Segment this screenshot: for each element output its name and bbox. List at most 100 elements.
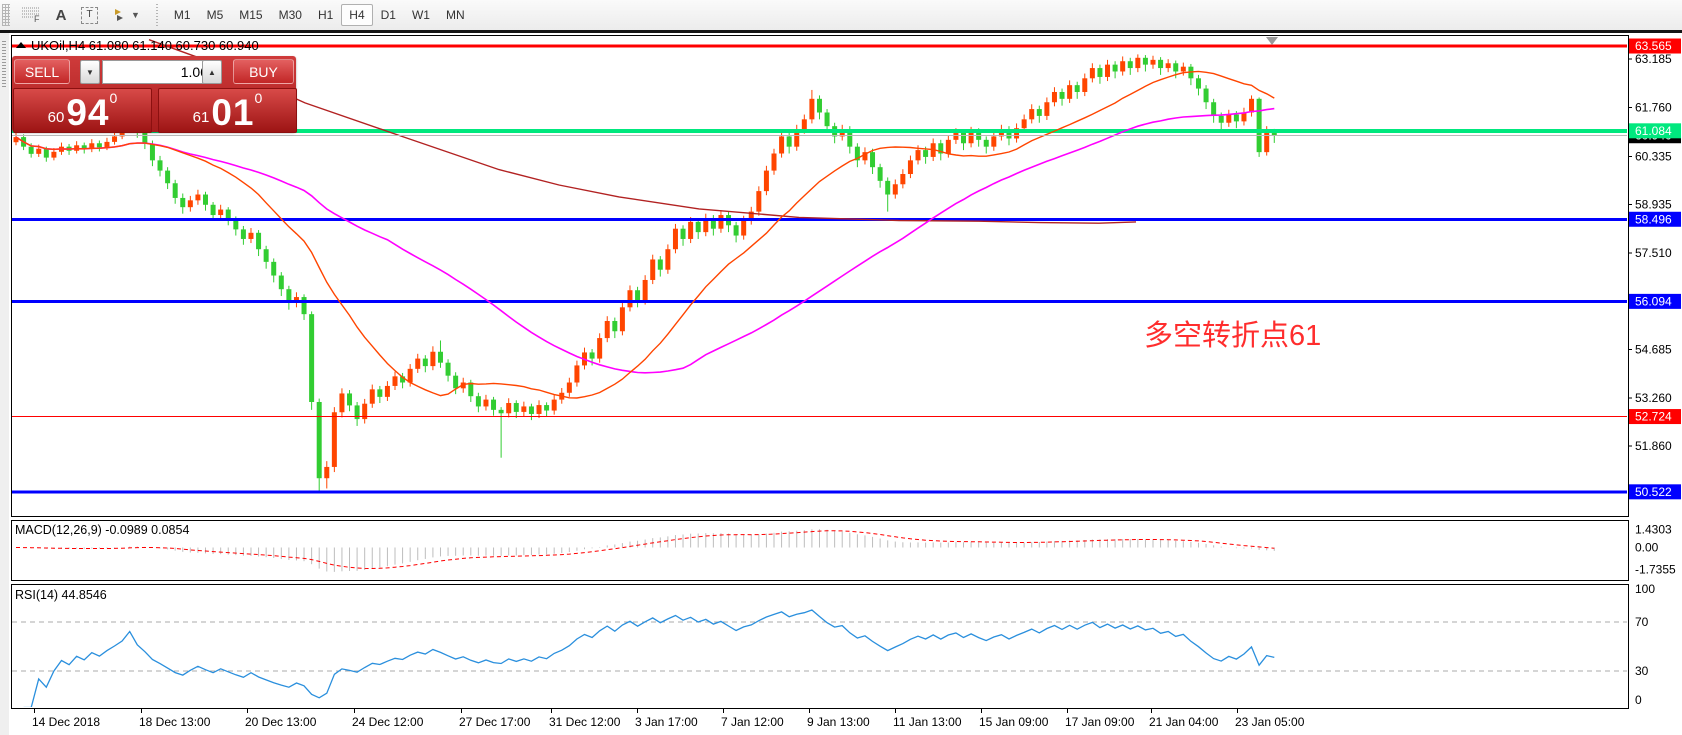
candle (81, 145, 87, 150)
candle (1218, 115, 1224, 123)
candle (301, 297, 307, 315)
candle (1021, 119, 1027, 129)
candle (248, 232, 254, 239)
candle (407, 368, 413, 383)
price-axis-label: 63.185 (1635, 52, 1672, 66)
text-box-tool-button[interactable]: T (75, 3, 104, 27)
price-axis-label: 58.935 (1635, 197, 1672, 211)
candle (627, 290, 633, 308)
candle (218, 209, 224, 216)
candle (604, 320, 610, 339)
candle (877, 167, 883, 181)
timeframe-d1-button[interactable]: D1 (373, 4, 404, 26)
slow-ma-line (148, 39, 1137, 224)
candle (43, 148, 49, 158)
timeframe-m5-button[interactable]: M5 (199, 4, 232, 26)
candle (104, 141, 110, 148)
candle (824, 112, 830, 127)
date-axis-label: 18 Dec 13:00 (139, 715, 211, 729)
text-label-tool-button[interactable]: A (49, 3, 73, 27)
candle (36, 148, 42, 154)
candle (263, 249, 269, 262)
candle (786, 136, 792, 147)
price-axis-label: 61.760 (1635, 101, 1672, 115)
level-price-label: 56.094 (1635, 294, 1672, 308)
candle (635, 290, 641, 301)
sell-price-display[interactable]: 60 94 0 (13, 88, 152, 133)
candle (491, 399, 497, 410)
text-label-icon: A (55, 6, 67, 24)
timeframe-mn-button[interactable]: MN (438, 4, 473, 26)
candle (362, 403, 368, 420)
date-axis-label: 21 Jan 04:00 (1149, 715, 1219, 729)
toolbar-drag-handle[interactable] (2, 4, 10, 26)
collapse-triangle-icon[interactable] (16, 42, 26, 48)
candle (892, 184, 898, 195)
candle (460, 382, 466, 389)
price-chart[interactable]: 63.185 61.760 60.335 58.935 57.510 54.685 53.2… (9, 33, 1682, 735)
date-axis-label: 24 Dec 12:00 (352, 715, 424, 729)
rsi-axis-label: 70 (1635, 615, 1649, 629)
date-axis-label: 9 Jan 13:00 (807, 715, 870, 729)
sell-price-prefix: 60 (47, 109, 65, 126)
candle (816, 98, 822, 113)
candle (809, 98, 815, 120)
chart-annotation-text[interactable]: 多空转折点61 (1144, 319, 1321, 352)
candle (400, 376, 406, 383)
candle (339, 393, 345, 413)
timeframe-h1-button[interactable]: H1 (310, 4, 341, 26)
volume-input[interactable] (102, 60, 215, 84)
candle (256, 232, 262, 250)
candle (453, 375, 459, 389)
macd-axis-max: 1.4303 (1635, 522, 1672, 536)
price-axis-label: 60.335 (1635, 149, 1672, 163)
timeframe-m15-button[interactable]: M15 (231, 4, 270, 26)
rsi-axis-label: 100 (1635, 582, 1655, 596)
timeframe-m1-button[interactable]: M1 (166, 4, 199, 26)
candle (324, 466, 330, 479)
sell-button[interactable]: SELL (14, 59, 70, 84)
fast-ma-line (15, 70, 1275, 399)
timeframe-w1-button[interactable]: W1 (404, 4, 438, 26)
candle (422, 358, 428, 367)
volume-decrease-button[interactable]: ▼ (80, 60, 100, 84)
date-axis-label: 27 Dec 17:00 (459, 715, 531, 729)
candle (506, 403, 512, 414)
buy-price-display[interactable]: 61 01 0 (158, 88, 297, 133)
panel-frame-1 (11, 520, 1629, 581)
buy-price-prefix: 61 (192, 109, 210, 126)
candle (445, 362, 451, 376)
rsi-label: RSI(14) 44.8546 (15, 588, 107, 602)
candle (961, 132, 966, 144)
candle (437, 351, 443, 363)
volume-increase-button[interactable]: ▲ (202, 60, 222, 84)
candle (1271, 130, 1277, 136)
candle (536, 405, 542, 414)
candle (1142, 57, 1148, 65)
candle (210, 204, 216, 216)
candle (991, 136, 997, 147)
buy-button[interactable]: BUY (233, 59, 294, 84)
candle (1089, 68, 1095, 79)
grid-properties-icon-button[interactable]: F (15, 3, 47, 27)
sell-price-pips: 94 (66, 92, 110, 133)
timeframe-h4-button[interactable]: H4 (341, 4, 373, 26)
draw-arrows-button[interactable]: ▼ (106, 3, 146, 27)
candle (1067, 85, 1073, 99)
candle (172, 183, 178, 198)
timeframe-m30-button[interactable]: M30 (271, 4, 310, 26)
candle (1135, 57, 1141, 69)
candle (233, 219, 239, 230)
candle (1006, 129, 1012, 139)
candle (1074, 85, 1080, 92)
rsi-axis-label: 0 (1635, 693, 1642, 707)
candle (748, 211, 754, 221)
chart-shift-marker-icon[interactable] (1266, 37, 1278, 45)
candle (1014, 128, 1020, 139)
text-box-icon: T (81, 6, 98, 24)
grid-f-icon: F (22, 7, 40, 24)
candle (953, 132, 959, 140)
candle (1233, 114, 1239, 122)
candle (483, 399, 489, 407)
date-axis-label: 11 Jan 13:00 (893, 715, 962, 729)
